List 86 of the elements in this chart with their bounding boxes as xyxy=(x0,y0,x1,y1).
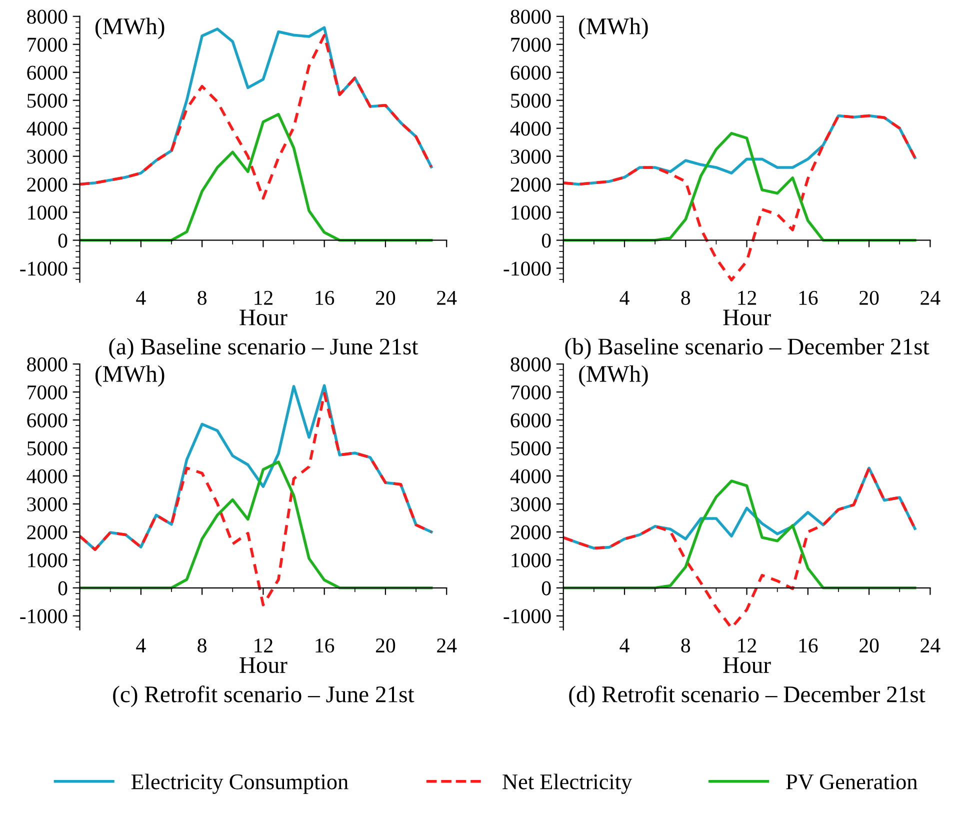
y-tick-label: 5000 xyxy=(511,441,551,456)
y-tick-label: 2000 xyxy=(510,178,551,192)
line-series xyxy=(80,112,433,242)
line-series xyxy=(80,392,433,606)
x-tick-label: 16 xyxy=(316,638,334,653)
y-tick-label: 1000 xyxy=(512,553,551,568)
y-tick-label: 5000 xyxy=(28,94,68,108)
y-tick-label: 5000 xyxy=(28,441,68,456)
line-series xyxy=(563,480,916,590)
y-tick-label: 8000 xyxy=(27,10,68,24)
x-tick-label: 12 xyxy=(738,290,756,305)
x-tick-label: 8 xyxy=(681,290,690,305)
x-tick-label: 16 xyxy=(799,638,818,653)
text: (b) Baseline scenario – December 21st xyxy=(565,338,930,360)
y-tick-label: 3000 xyxy=(510,150,551,164)
x-tick-label: 12 xyxy=(254,638,272,652)
y-tick-label: 6000 xyxy=(27,66,68,80)
legend-label: Net Electricity xyxy=(502,774,632,794)
legend-label: PV Generation xyxy=(786,774,918,790)
x-tick-label: 12 xyxy=(738,638,756,652)
y-tick-label: 0 xyxy=(542,581,551,596)
x-tick-label: 8 xyxy=(681,638,690,653)
y-tick-label: 1000 xyxy=(512,206,551,220)
y-tick-label: 3000 xyxy=(27,497,68,512)
y-tick-label: 2000 xyxy=(510,525,551,540)
y-tick-label: 2000 xyxy=(27,525,68,540)
y-axis-title: (MWh) xyxy=(579,18,648,40)
x-axis-title: Hour xyxy=(240,310,288,326)
y-tick-label: 3000 xyxy=(27,150,68,164)
y-axis-title: (MWh) xyxy=(579,365,648,387)
y-tick-label: 7000 xyxy=(511,385,551,400)
y-tick-label: 0 xyxy=(58,234,68,248)
y-tick-label: 7000 xyxy=(511,38,551,52)
y-tick-label: 4000 xyxy=(26,122,68,136)
x-tick-label: 16 xyxy=(799,290,818,305)
y-tick-label: 2000 xyxy=(27,178,68,192)
y-tick-label: 1000 xyxy=(28,206,68,220)
y-tick-label: 4000 xyxy=(510,122,551,136)
y-tick-label: 0 xyxy=(58,581,68,596)
y-tick-label: 7000 xyxy=(28,38,68,52)
x-tick-label: 16 xyxy=(316,290,334,305)
y-tick-label: -1000 xyxy=(504,262,551,276)
text: (d) Retrofit scenario – December 21st xyxy=(569,685,926,708)
y-tick-label: 6000 xyxy=(27,413,68,428)
x-tick-label: 24 xyxy=(437,290,457,305)
x-tick-label: 8 xyxy=(198,638,206,653)
y-tick-label: 8000 xyxy=(510,357,551,372)
y-tick-label: -1000 xyxy=(20,262,68,276)
y-tick-label: 8000 xyxy=(510,10,551,24)
x-tick-label: 24 xyxy=(920,290,940,305)
x-tick-label: 20 xyxy=(860,638,879,653)
y-axis-title: (MWh) xyxy=(95,18,164,40)
line-series xyxy=(80,460,433,590)
x-axis-title: Hour xyxy=(723,657,771,674)
y-tick-label: 6000 xyxy=(510,413,551,428)
y-tick-label: -1000 xyxy=(504,609,551,624)
x-tick-label: 24 xyxy=(437,638,457,652)
x-axis-title: Hour xyxy=(240,657,288,674)
y-tick-label: 6000 xyxy=(510,66,551,80)
y-tick-label: 4000 xyxy=(510,469,551,484)
text: (c) Retrofit scenario – June 21st xyxy=(113,685,414,708)
x-tick-label: 20 xyxy=(860,290,879,305)
line-series xyxy=(563,466,916,630)
y-tick-label: 7000 xyxy=(28,385,68,400)
y-tick-label: 5000 xyxy=(511,94,551,108)
x-tick-label: 24 xyxy=(920,638,940,652)
y-tick-label: 8000 xyxy=(27,357,68,372)
text: (a) Baseline scenario – June 21st xyxy=(109,338,418,360)
y-tick-label: 0 xyxy=(542,234,551,248)
x-tick-label: 20 xyxy=(376,290,396,305)
y-tick-label: 1000 xyxy=(28,553,68,568)
x-tick-label: 20 xyxy=(376,638,396,653)
y-tick-label: 3000 xyxy=(510,497,551,512)
line-series xyxy=(563,132,916,242)
y-tick-label: 4000 xyxy=(26,469,68,484)
x-tick-label: 4 xyxy=(620,638,630,652)
legend-label: Electricity Consumption xyxy=(131,774,348,794)
line-series xyxy=(563,114,916,282)
y-tick-label: -1000 xyxy=(20,609,68,624)
x-tick-label: 4 xyxy=(136,290,146,305)
x-tick-label: 12 xyxy=(254,290,272,305)
x-axis-title: Hour xyxy=(723,310,771,326)
x-tick-label: 4 xyxy=(136,638,146,652)
x-tick-label: 8 xyxy=(198,290,206,305)
y-axis-title: (MWh) xyxy=(95,365,164,387)
x-tick-label: 4 xyxy=(620,290,630,305)
